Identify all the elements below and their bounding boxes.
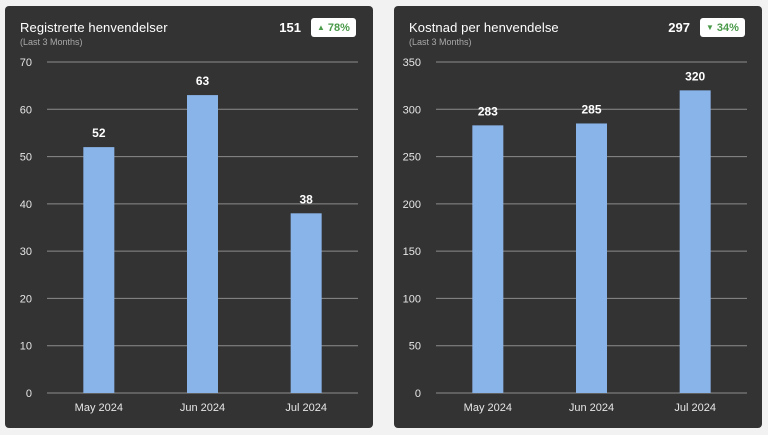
x-tick-label: May 2024 (464, 402, 512, 414)
triangle-down-icon: ▼ (706, 22, 714, 32)
y-tick-label: 100 (403, 293, 421, 305)
data-label: 285 (581, 102, 601, 116)
y-tick-label: 70 (20, 57, 32, 69)
change-percent: 34% (716, 21, 739, 34)
change-badge: ▼ 34% (700, 18, 745, 37)
x-tick-label: Jul 2024 (674, 402, 716, 414)
x-tick-label: Jun 2024 (569, 402, 614, 414)
x-tick-label: Jun 2024 (180, 402, 225, 414)
data-label: 320 (685, 69, 705, 83)
y-tick-label: 40 (20, 199, 32, 211)
x-tick-label: May 2024 (75, 402, 123, 414)
bar (472, 125, 504, 393)
bar (576, 123, 607, 393)
bar-chart: 0 50 100 150 200 250 300 350 283 May 2024 285 Jun 2… (403, 57, 747, 414)
y-tick-label: 250 (403, 152, 421, 164)
chart-subtitle: (Last 3 Months) (20, 37, 83, 47)
data-label: 52 (92, 126, 106, 140)
bar-chart: 0 10 20 30 40 50 60 70 52 May 2024 63 Jun 2024 38 Jul… (20, 57, 358, 414)
total-value: 151 (279, 20, 301, 35)
y-tick-label: 20 (20, 293, 32, 305)
bar (187, 95, 218, 393)
bar (679, 90, 711, 393)
chart-title: Kostnad per henvendelse (409, 20, 559, 35)
chart-title: Registrerte henvendelser (20, 20, 168, 35)
x-tick-label: Jul 2024 (285, 402, 327, 414)
chart-subtitle: (Last 3 Months) (409, 37, 472, 47)
y-tick-label: 150 (403, 246, 421, 258)
y-tick-label: 0 (26, 388, 32, 400)
y-tick-label: 60 (20, 104, 32, 116)
triangle-up-icon: ▲ (317, 22, 325, 32)
change-percent: 78% (327, 21, 350, 34)
total-value: 297 (668, 20, 690, 35)
change-badge: ▲ 78% (311, 18, 356, 37)
y-tick-label: 50 (20, 152, 32, 164)
bar (83, 147, 115, 393)
data-label: 63 (196, 74, 210, 88)
y-tick-label: 30 (20, 246, 32, 258)
y-tick-label: 350 (403, 57, 421, 69)
bar (290, 213, 322, 393)
data-label: 283 (478, 104, 498, 118)
data-label: 38 (299, 192, 313, 206)
y-tick-label: 10 (20, 341, 32, 353)
y-tick-label: 200 (403, 199, 421, 211)
y-tick-label: 300 (403, 104, 421, 116)
chart-panel-kostnad: Kostnad per henvendelse (Last 3 Months) … (394, 6, 762, 428)
y-tick-label: 0 (415, 388, 421, 400)
y-tick-label: 50 (409, 341, 421, 353)
chart-panel-registrerte: Registrerte henvendelser (Last 3 Months)… (5, 6, 373, 428)
